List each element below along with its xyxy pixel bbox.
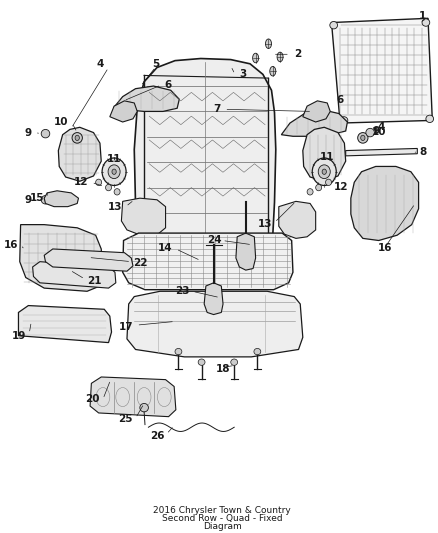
Text: 6: 6 — [337, 95, 344, 105]
Polygon shape — [279, 201, 316, 238]
Polygon shape — [121, 198, 166, 235]
Ellipse shape — [277, 52, 283, 62]
Text: 3: 3 — [239, 69, 247, 79]
Ellipse shape — [366, 128, 374, 137]
Ellipse shape — [41, 196, 50, 204]
Text: Second Row - Quad - Fixed: Second Row - Quad - Fixed — [162, 514, 283, 523]
Text: 13: 13 — [108, 201, 123, 212]
Text: 2016 Chrysler Town & Country: 2016 Chrysler Town & Country — [153, 506, 291, 515]
Ellipse shape — [270, 67, 276, 76]
Text: 9: 9 — [372, 126, 379, 136]
Text: 2: 2 — [294, 49, 301, 59]
Text: 25: 25 — [118, 414, 133, 424]
Text: 17: 17 — [118, 322, 133, 332]
Text: 1: 1 — [419, 11, 427, 21]
Ellipse shape — [254, 349, 261, 355]
Ellipse shape — [108, 165, 120, 179]
Polygon shape — [32, 262, 116, 288]
Text: 9: 9 — [25, 195, 32, 205]
Text: 4: 4 — [97, 59, 104, 69]
Text: 11: 11 — [107, 154, 121, 164]
Polygon shape — [134, 59, 276, 251]
Polygon shape — [90, 377, 176, 417]
Polygon shape — [351, 166, 419, 240]
Ellipse shape — [318, 165, 330, 179]
Ellipse shape — [307, 189, 313, 195]
Polygon shape — [127, 291, 303, 357]
Polygon shape — [114, 86, 179, 111]
Polygon shape — [236, 233, 256, 270]
Ellipse shape — [102, 158, 126, 185]
Text: 12: 12 — [74, 177, 88, 187]
Text: 21: 21 — [87, 276, 101, 286]
Ellipse shape — [198, 359, 205, 365]
Polygon shape — [204, 283, 223, 314]
Text: 15: 15 — [30, 193, 44, 203]
Ellipse shape — [231, 359, 238, 365]
Ellipse shape — [75, 135, 79, 141]
Text: 13: 13 — [258, 219, 273, 229]
Text: 23: 23 — [176, 286, 190, 296]
Ellipse shape — [422, 19, 430, 26]
Polygon shape — [44, 249, 133, 271]
Ellipse shape — [253, 53, 258, 63]
Text: 16: 16 — [378, 243, 392, 253]
Text: 5: 5 — [152, 59, 159, 69]
Text: 20: 20 — [85, 394, 100, 404]
Ellipse shape — [316, 184, 321, 191]
Ellipse shape — [112, 169, 116, 174]
Ellipse shape — [340, 117, 348, 124]
Text: 14: 14 — [158, 243, 173, 253]
Polygon shape — [332, 18, 432, 123]
Polygon shape — [110, 101, 137, 122]
Ellipse shape — [140, 403, 148, 412]
Text: 19: 19 — [11, 330, 26, 341]
Text: 6: 6 — [164, 80, 172, 90]
Text: 11: 11 — [320, 152, 335, 163]
Ellipse shape — [358, 133, 368, 143]
Polygon shape — [281, 110, 347, 136]
Ellipse shape — [114, 189, 120, 195]
Ellipse shape — [361, 135, 365, 141]
Polygon shape — [44, 191, 78, 207]
Text: 12: 12 — [334, 182, 348, 191]
Polygon shape — [20, 224, 103, 291]
Text: Diagram: Diagram — [203, 522, 241, 531]
Polygon shape — [303, 127, 346, 181]
Text: 8: 8 — [420, 147, 427, 157]
Ellipse shape — [175, 349, 182, 355]
Polygon shape — [303, 101, 330, 122]
Ellipse shape — [41, 130, 50, 138]
Ellipse shape — [330, 21, 338, 29]
Ellipse shape — [265, 39, 272, 49]
Ellipse shape — [106, 184, 112, 191]
Polygon shape — [58, 127, 101, 181]
Text: 9: 9 — [25, 127, 32, 138]
Text: 4: 4 — [378, 122, 385, 132]
Text: 22: 22 — [133, 258, 148, 268]
Text: 7: 7 — [213, 104, 221, 114]
Polygon shape — [123, 233, 293, 290]
Text: 26: 26 — [150, 431, 164, 441]
Ellipse shape — [312, 158, 336, 185]
Polygon shape — [346, 149, 417, 156]
Text: 16: 16 — [4, 240, 18, 250]
Ellipse shape — [72, 133, 82, 143]
Text: 18: 18 — [216, 364, 230, 374]
Text: 10: 10 — [371, 126, 386, 136]
Ellipse shape — [95, 179, 102, 185]
Text: 24: 24 — [207, 236, 221, 246]
Ellipse shape — [322, 169, 326, 174]
Text: 10: 10 — [54, 117, 69, 127]
Ellipse shape — [426, 115, 434, 123]
Ellipse shape — [325, 179, 332, 185]
Polygon shape — [18, 305, 112, 343]
